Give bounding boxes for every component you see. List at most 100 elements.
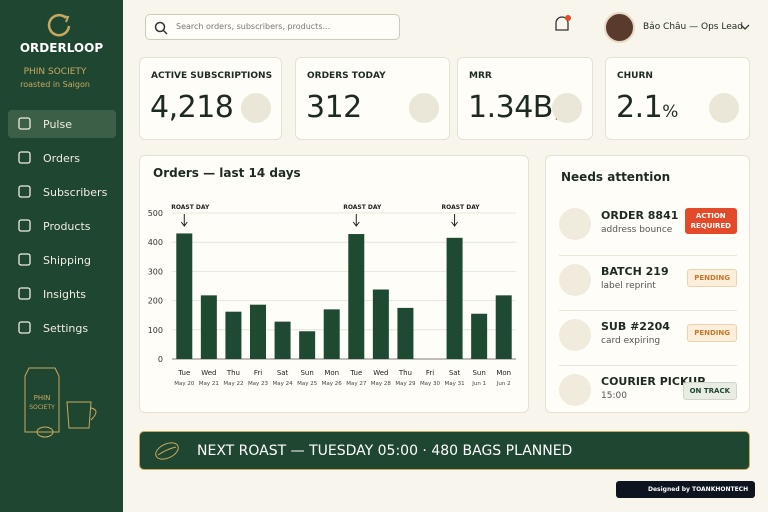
nav-item[interactable]: Orders [8, 144, 116, 172]
y-tick-label: 500 [148, 209, 163, 218]
kpi-number: 4,218 [150, 90, 234, 125]
bar [176, 233, 193, 359]
roast-banner: NEXT ROAST — TUESDAY 05:00 · 480 BAGS PL… [139, 431, 750, 470]
nav-icon [18, 287, 31, 300]
kpi-icon [409, 93, 439, 123]
attention-card: Needs attention ORDER 8841 address bounce… [545, 155, 750, 413]
status-text: ACTION [695, 212, 726, 220]
nav-icon-shape [18, 151, 31, 164]
nav-item[interactable]: Products [8, 212, 116, 240]
x-tick-date: May 27 [346, 381, 367, 387]
item-title: COURIER PICKUP [601, 375, 706, 388]
annotation: ROAST DAY [343, 204, 382, 211]
kpi-icon [709, 93, 739, 123]
kpi-card: ORDERS TODAY 312 [295, 57, 450, 140]
x-tick-label: Wed [201, 369, 216, 377]
chart-title: Orders — last 14 days [153, 166, 301, 180]
bean-icon [155, 442, 179, 460]
x-tick-label: Thu [226, 369, 240, 377]
nav-icon [18, 253, 31, 266]
search-box[interactable]: Search orders, subscribers, products... [145, 14, 400, 40]
notifications[interactable] [552, 14, 572, 36]
kpi-icon [241, 93, 271, 123]
item-icon [559, 208, 591, 240]
bar [446, 237, 463, 359]
status-text: PENDING [694, 274, 730, 282]
x-tick-date: May 24 [273, 381, 294, 387]
x-tick-date: May 29 [395, 381, 416, 387]
x-tick-date: May 22 [223, 381, 243, 387]
nav-icon [18, 117, 31, 130]
nav-item[interactable]: Insights [8, 280, 116, 308]
logo-icon [47, 13, 71, 37]
nav-item[interactable]: Settings [8, 314, 116, 342]
x-tick-label: Tue [349, 369, 362, 377]
item-icon [559, 374, 591, 406]
sidebar: ORDERLOOP PHIN SOCIETY roasted in Saigon… [0, 0, 123, 512]
bar [299, 331, 316, 359]
x-tick-date: May 25 [297, 381, 318, 387]
status-text: REQUIRED [690, 222, 731, 230]
attention-item[interactable]: ORDER 8841 address bounce ACTION REQUIRED [559, 200, 737, 250]
banner-text: NEXT ROAST — TUESDAY 05:00 · 480 BAGS PL… [197, 443, 573, 459]
item-detail: card expiring [601, 336, 661, 346]
kpi-card: CHURN 2.1% [605, 57, 750, 140]
nav-icon-shape [18, 321, 31, 334]
x-tick-label: Sun [300, 369, 313, 377]
nav-icon-shape [18, 253, 31, 266]
attention-item[interactable]: COURIER PICKUP 15:00 ON TRACK [559, 365, 737, 415]
illustration-label: SOCIETY [29, 404, 55, 411]
x-tick-label: Thu [398, 369, 412, 377]
bar [200, 295, 217, 359]
x-tick-label: Fri [426, 369, 434, 377]
annotation: ROAST DAY [171, 204, 210, 211]
kpi-number: 1.34B [468, 90, 553, 125]
kpi-number: 312 [306, 90, 362, 125]
x-tick-date: Jun 2 [496, 381, 511, 387]
user-name[interactable]: Bảo Châu — Ops Lead [643, 22, 743, 32]
x-tick-label: Sun [472, 369, 485, 377]
item-title: ORDER 8841 [601, 209, 679, 222]
attention-item[interactable]: BATCH 219 label reprint PENDING [559, 255, 737, 305]
kpi-card: ACTIVE SUBSCRIPTIONS 4,218 [139, 57, 282, 140]
nav-icon-shape [18, 219, 31, 232]
brand-name: ORDERLOOP [19, 41, 104, 55]
status-badge: ON TRACK [682, 382, 737, 400]
nav-icon-shape [18, 287, 31, 300]
bar [274, 321, 291, 359]
y-tick-label: 0 [158, 355, 163, 364]
search-placeholder: Search orders, subscribers, products... [176, 22, 331, 31]
kpi-label: ORDERS TODAY [307, 71, 386, 81]
status-text: ON TRACK [689, 387, 730, 395]
item-title: BATCH 219 [601, 265, 669, 278]
item-detail: label reprint [601, 281, 656, 291]
nav-item[interactable]: Shipping [8, 246, 116, 274]
user-menu-caret[interactable] [740, 23, 750, 31]
nav-icon-shape [18, 117, 31, 130]
y-tick-label: 100 [148, 326, 163, 335]
status-badge: PENDING [687, 324, 737, 342]
kpi-unit: % [662, 102, 678, 122]
bar [397, 307, 414, 359]
x-tick-date: May 23 [248, 381, 269, 387]
y-tick-label: 400 [148, 238, 163, 247]
illustration-label: PHIN [34, 394, 51, 402]
status-badge: PENDING [687, 269, 737, 287]
avatar[interactable] [604, 12, 635, 43]
annotation-arrow [180, 214, 188, 227]
item-title: SUB #2204 [601, 320, 670, 333]
x-tick-date: May 28 [371, 381, 392, 387]
nav-icon [18, 185, 31, 198]
chart-card: Orders — last 14 days 0 100 200 300 400 500 Tu… [139, 155, 529, 413]
x-tick-date: May 21 [199, 381, 219, 387]
item-icon [559, 319, 591, 351]
attention-item[interactable]: SUB #2204 card expiring PENDING [559, 310, 737, 360]
x-tick-label: Wed [373, 369, 388, 377]
x-tick-date: Jun 1 [471, 381, 486, 387]
nav-item[interactable]: Pulse [8, 110, 116, 138]
kpi-value: 312 [306, 90, 362, 125]
nav-item[interactable]: Subscribers [8, 178, 116, 206]
chart: Orders — last 14 days 0 100 200 300 400 500 Tu… [148, 166, 516, 387]
x-tick-date: May 30 [420, 381, 441, 387]
